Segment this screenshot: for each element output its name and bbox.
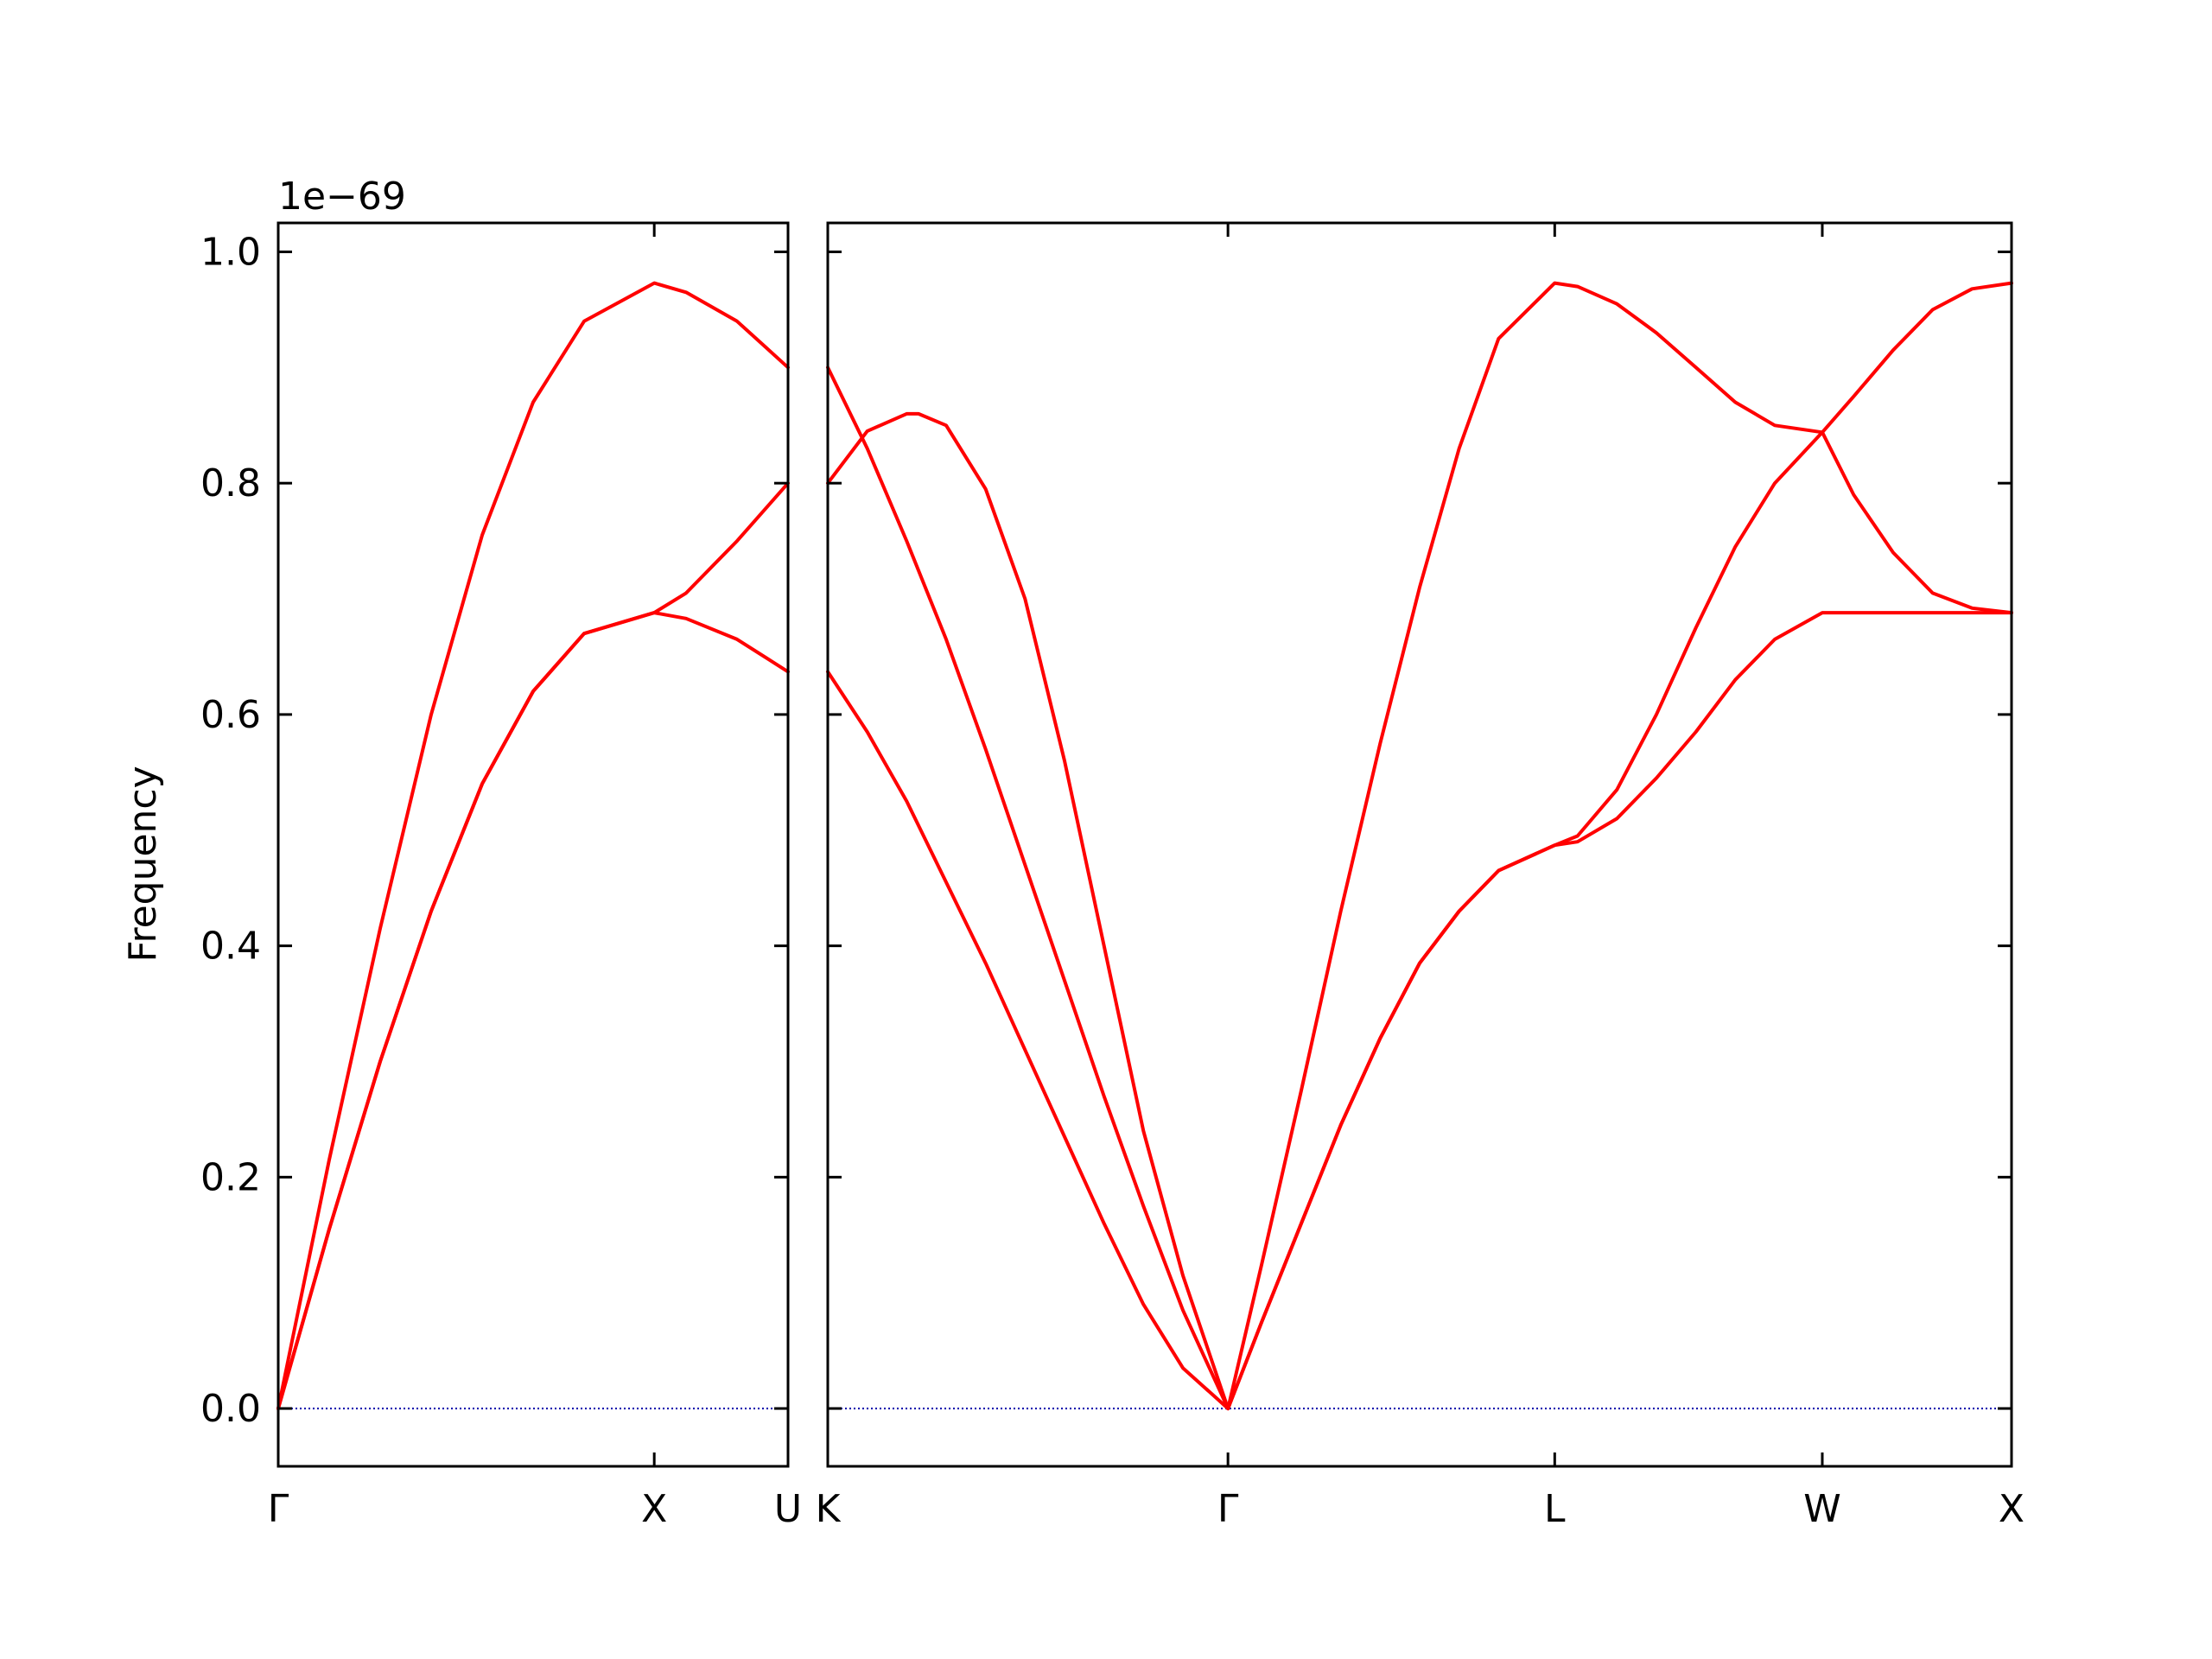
band-line [826,365,1230,1411]
y-tick-label: 0.6 [200,693,261,737]
x-tick-label: Γ [1217,1487,1239,1531]
left-panel: 0.0 0.2 0.4 0.6 0.8 1.0 Γ X U [200,221,802,1531]
x-tick-label: L [1544,1487,1566,1531]
y-tick-label: 0.2 [200,1155,261,1199]
axes-frame [826,221,2013,1468]
y-tick-label: 1.0 [200,230,261,274]
band-line [276,611,790,1411]
x-tick-label: X [641,1487,667,1531]
band-line [826,411,1230,1411]
band-line [826,670,1230,1411]
band-line [1226,281,2013,1411]
x-tick-label: K [816,1487,842,1531]
band-line [1226,611,2013,1411]
y-offset-text: 1e−69 [278,175,406,219]
y-axis-label: Frequency [121,766,165,962]
axes-frame [276,221,790,1468]
y-tick-label: 0.8 [200,461,261,505]
x-tick-label: Γ [268,1487,289,1531]
band-line [1226,430,2013,1411]
y-tick-label: 0.4 [200,925,261,969]
x-tick-label: U [774,1487,802,1531]
band-line [276,481,790,1411]
x-tick-label: W [1803,1487,1841,1531]
band-line [276,281,790,1411]
x-tick-label: X [1999,1487,2024,1531]
y-tick-label: 0.0 [200,1387,261,1431]
